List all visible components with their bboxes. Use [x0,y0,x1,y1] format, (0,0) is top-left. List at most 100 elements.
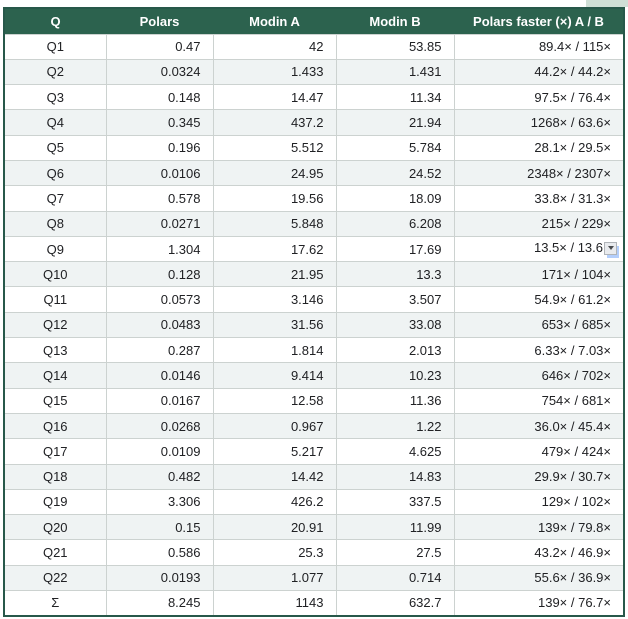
value-cell: 14.83 [336,463,455,490]
value-cell: 21.95 [213,261,337,288]
row-label-cell: Q1 [4,33,107,60]
value-cell: 0.0193 [106,564,214,592]
table-row: Q9 1.304 17.62 17.69 13.5× / 13.6 [4,235,624,263]
value-cell: 28.1× / 29.5× [454,134,624,161]
value-cell: 24.52 [336,159,455,187]
value-cell: 17.62 [213,235,337,263]
table-row: Q13 0.287 1.814 2.013 6.33× / 7.03× [4,337,624,364]
value-cell: 11.36 [336,387,455,414]
row-label-cell: Q11 [4,286,107,313]
value-cell: 5.848 [213,210,337,237]
value-cell: 0.15 [106,514,214,541]
value-cell: 0.196 [106,134,214,161]
value-cell: 14.47 [213,84,337,111]
table-row: Σ 8.245 1143 632.7 139× / 76.7× [4,590,624,617]
value-cell: 632.7 [336,590,455,617]
value-cell: 5.784 [336,134,455,161]
corner-artifact [586,0,628,7]
value-cell: 171× / 104× [454,261,624,288]
value-cell: 1143 [213,590,337,617]
value-cell: 0.0268 [106,412,214,440]
value-cell: 53.85 [336,33,455,60]
value-cell: 0.0573 [106,286,214,313]
value-cell: 646× / 702× [454,362,624,389]
table-row: Q4 0.345 437.2 21.94 1268× / 63.6× [4,109,624,136]
row-label-cell: Q16 [4,412,107,440]
value-cell: 11.34 [336,84,455,111]
header-cell-modin-a: Modin A [213,8,336,34]
value-cell: 1.304 [106,235,214,263]
value-cell: 0.0106 [106,159,214,187]
value-cell: 33.8× / 31.3× [454,185,624,212]
value-cell: 0.714 [336,564,455,592]
row-label-cell: Q19 [4,488,107,516]
value-cell: 6.33× / 7.03× [454,337,624,364]
value-cell: 215× / 229× [454,210,624,237]
row-label-cell: Q21 [4,539,107,566]
value-cell: 8.245 [106,590,214,617]
table-row: Q6 0.0106 24.95 24.52 2348× / 2307× [4,159,624,187]
value-cell: 0.578 [106,185,214,212]
table-row: Q11 0.0573 3.146 3.507 54.9× / 61.2× [4,286,624,313]
value-cell: 4.625 [336,438,455,465]
value-cell: 5.217 [213,438,337,465]
value-cell: 337.5 [336,488,455,516]
row-label-cell: Q9 [4,235,107,263]
table-row: Q18 0.482 14.42 14.83 29.9× / 30.7× [4,463,624,490]
value-cell: 5.512 [213,134,337,161]
value-cell: 2.013 [336,337,455,364]
row-label-cell: Q10 [4,261,107,288]
table-row: Q8 0.0271 5.848 6.208 215× / 229× [4,210,624,237]
value-cell: 0.0271 [106,210,214,237]
value-cell: 0.128 [106,261,214,288]
value-cell: 55.6× / 36.9× [454,564,624,592]
value-cell: 24.95 [213,159,337,187]
table-row: Q3 0.148 14.47 11.34 97.5× / 76.4× [4,84,624,111]
row-label-cell: Q22 [4,564,107,592]
table-row: Q7 0.578 19.56 18.09 33.8× / 31.3× [4,185,624,212]
table-row: Q16 0.0268 0.967 1.22 36.0× / 45.4× [4,412,624,440]
row-label-cell: Q5 [4,134,107,161]
value-cell: 89.4× / 115× [454,33,624,60]
value-cell: 0.482 [106,463,214,490]
header-cell-modin-b: Modin B [336,8,454,34]
row-label-cell: Q8 [4,210,107,237]
value-cell: 139× / 79.8× [454,514,624,541]
dropdown-arrow-icon[interactable] [604,241,619,258]
value-cell: 9.414 [213,362,337,389]
value-cell: 14.42 [213,463,337,490]
value-cell: 27.5 [336,539,455,566]
table-row: Q12 0.0483 31.56 33.08 653× / 685× [4,311,624,339]
header-row: Q Polars Modin A Modin B Polars faster (… [4,8,624,34]
value-cell: 479× / 424× [454,438,624,465]
row-label-cell: Q2 [4,58,107,86]
value-cell: 0.287 [106,337,214,364]
table-row: Q15 0.0167 12.58 11.36 754× / 681× [4,387,624,414]
row-label-cell: Q3 [4,84,107,111]
row-label-cell: Q12 [4,311,107,339]
row-label-cell: Q17 [4,438,107,465]
table-body: Q1 0.47 42 53.85 89.4× / 115× Q2 0.0324 1.433 1.… [4,33,624,617]
value-cell: 2348× / 2307× [454,159,624,187]
table-row: Q1 0.47 42 53.85 89.4× / 115× [4,33,624,60]
value-cell: 97.5× / 76.4× [454,84,624,111]
table-row: Q10 0.128 21.95 13.3 171× / 104× [4,261,624,288]
value-cell: 1.22 [336,412,455,440]
value-cell: 0.0324 [106,58,214,86]
value-cell: 0.0109 [106,438,214,465]
value-cell: 653× / 685× [454,311,624,339]
value-cell: 36.0× / 45.4× [454,412,624,440]
row-label-cell: Q20 [4,514,107,541]
value-cell: 13.5× / 13.6 [454,235,624,263]
dropdown-button[interactable] [604,241,617,255]
chevron-down-icon [607,246,614,251]
header-cell-speedup: Polars faster (×) A / B [454,8,624,34]
value-cell: 43.2× / 46.9× [454,539,624,566]
value-cell: 42 [213,33,337,60]
value-cell: 12.58 [213,387,337,414]
value-cell: 25.3 [213,539,337,566]
value-cell: 6.208 [336,210,455,237]
value-cell: 426.2 [213,488,337,516]
row-label-cell: Q4 [4,109,107,136]
